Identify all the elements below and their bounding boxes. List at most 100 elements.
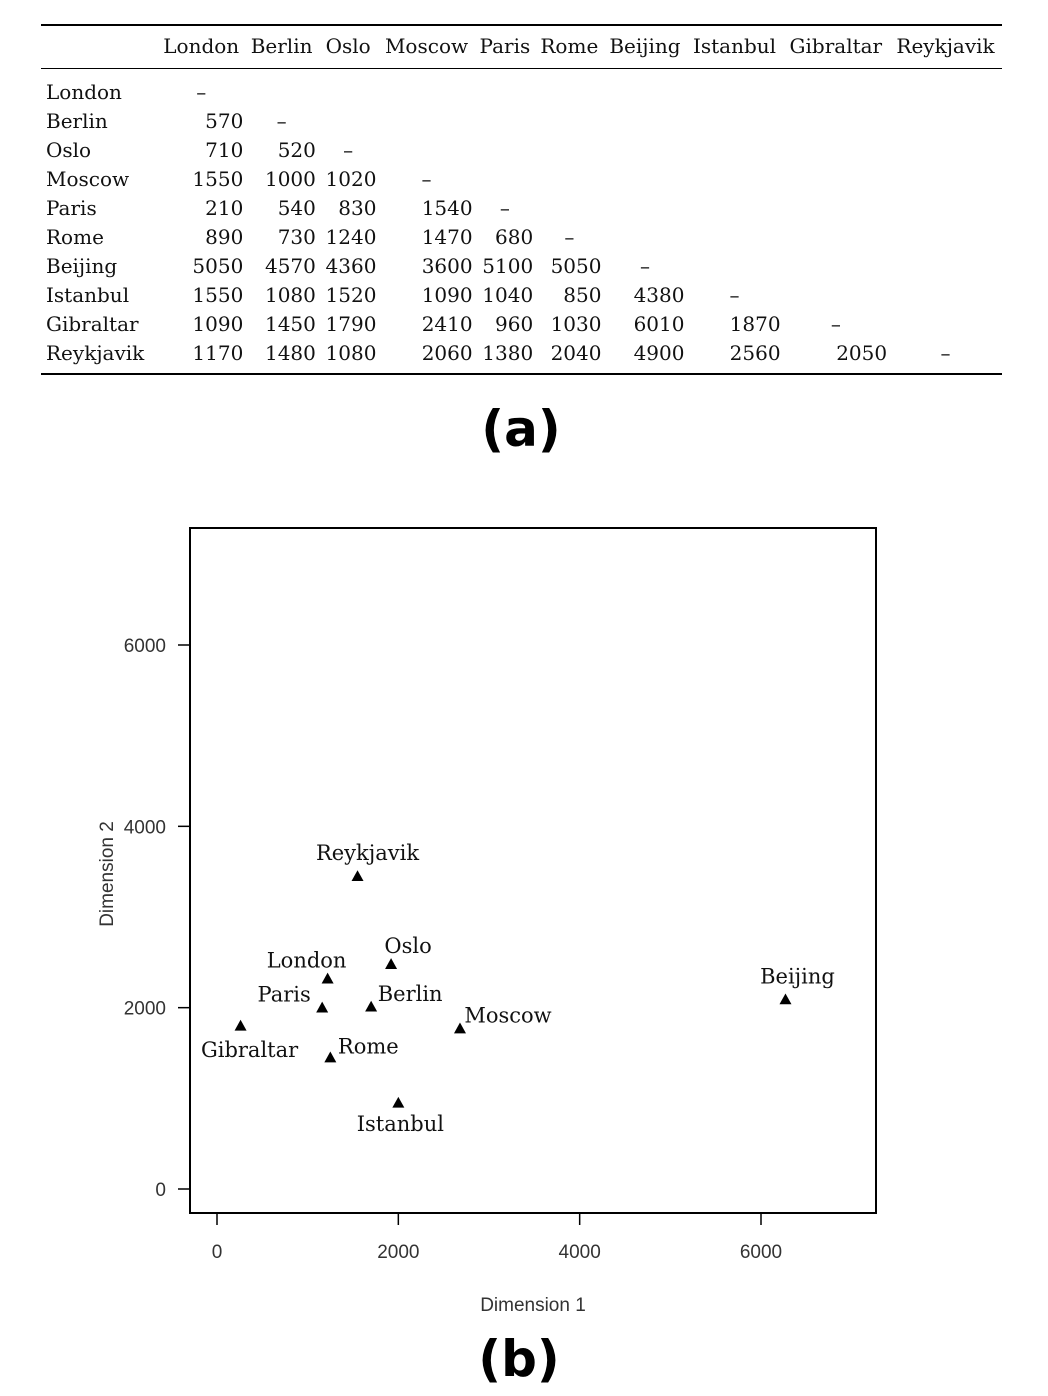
distance-cell: 1550	[192, 282, 244, 307]
data-point-marker	[316, 1001, 329, 1013]
data-point-label: Istanbul	[357, 1112, 445, 1136]
data-point-label: Beijing	[760, 965, 835, 989]
distance-cell: 1090	[192, 311, 244, 336]
empty-cell	[535, 193, 603, 222]
distance-cell: 520	[277, 137, 316, 162]
empty-cell	[889, 164, 1002, 193]
data-point-label: London	[267, 949, 347, 973]
empty-cell	[378, 135, 474, 164]
row-label: Istanbul	[46, 282, 130, 307]
distance-cell: 1020	[325, 166, 377, 191]
empty-cell	[783, 69, 890, 107]
distance-cell: 2060	[421, 340, 473, 365]
empty-cell	[603, 69, 686, 107]
diagonal-cell: –	[343, 137, 354, 162]
distance-cell: 5050	[192, 253, 244, 278]
empty-cell	[889, 106, 1002, 135]
empty-cell	[783, 280, 890, 309]
empty-cell	[783, 251, 890, 280]
distance-cell: 210	[205, 195, 244, 220]
data-point-label: Gibraltar	[201, 1038, 299, 1062]
distance-cell: 1870	[729, 311, 781, 336]
diagonal-cell: –	[639, 253, 650, 278]
x-tick-label: 4000	[559, 1242, 601, 1263]
data-point-marker	[385, 958, 398, 969]
table-row: Paris 210 540 830 1540 –	[41, 193, 1002, 222]
distance-cell: 680	[495, 224, 534, 249]
distance-cell: 4570	[264, 253, 316, 278]
table-row: London –	[41, 69, 1002, 107]
column-header: Paris	[479, 34, 531, 58]
empty-cell	[686, 222, 782, 251]
distance-cell: 890	[205, 224, 244, 249]
distance-cell: 1550	[192, 166, 244, 191]
empty-cell	[686, 106, 782, 135]
empty-cell	[535, 164, 603, 193]
distance-cell: 1480	[264, 340, 316, 365]
empty-cell	[783, 164, 890, 193]
data-point-label: Rome	[338, 1035, 399, 1059]
data-point-label: Reykjavik	[316, 841, 419, 865]
data-point-label: Berlin	[378, 982, 443, 1006]
panel-a-label: (a)	[481, 400, 561, 458]
data-point-label: Paris	[258, 983, 311, 1007]
data-point-marker	[779, 993, 792, 1005]
y-tick-label: 4000	[124, 817, 166, 838]
distance-cell: 540	[277, 195, 316, 220]
empty-cell	[535, 69, 603, 107]
row-label: Beijing	[46, 253, 118, 278]
data-point-marker	[234, 1019, 247, 1031]
distance-cell: 2410	[421, 311, 473, 336]
distance-cell: 1040	[482, 282, 534, 307]
distance-cell: 1380	[482, 340, 534, 365]
empty-cell	[603, 164, 686, 193]
row-label: Moscow	[46, 166, 130, 191]
empty-cell	[889, 280, 1002, 309]
table-row: Berlin 570 –	[41, 106, 1002, 135]
distance-cell: 4900	[633, 340, 685, 365]
distance-cell: 830	[338, 195, 377, 220]
column-header: Berlin	[250, 34, 313, 58]
y-tick-label: 2000	[124, 999, 166, 1020]
distance-cell: 1090	[421, 282, 473, 307]
column-header: London	[163, 34, 240, 58]
table-row: Moscow 1550 1000 1020 –	[41, 164, 1002, 193]
distance-cell: 1080	[264, 282, 316, 307]
distance-cell: 2040	[550, 340, 602, 365]
distance-cell: 730	[277, 224, 316, 249]
empty-cell	[378, 69, 474, 107]
table-header-row: London Berlin Oslo Moscow Paris Rome Beijing Is…	[41, 25, 1002, 69]
empty-cell	[686, 135, 782, 164]
diagonal-cell: –	[830, 311, 841, 336]
empty-cell	[889, 135, 1002, 164]
data-point-label: Moscow	[464, 1004, 551, 1028]
distance-cell: 1790	[325, 311, 377, 336]
distance-cell: 960	[495, 311, 534, 336]
empty-cell	[889, 193, 1002, 222]
row-label: Paris	[46, 195, 97, 220]
distance-cell: 710	[205, 137, 244, 162]
distance-cell: 6010	[633, 311, 685, 336]
distance-cell: 1170	[192, 340, 244, 365]
distance-table: London Berlin Oslo Moscow Paris Rome Beijing Is…	[41, 24, 1002, 375]
x-axis-title: Dimension 1	[480, 1295, 586, 1316]
data-point-marker	[321, 972, 334, 984]
empty-cell	[889, 69, 1002, 107]
row-label: Oslo	[46, 137, 92, 162]
column-header: Oslo	[325, 34, 371, 58]
distance-cell: 5100	[482, 253, 534, 278]
empty-cell	[686, 69, 782, 107]
empty-cell	[783, 222, 890, 251]
mds-scatter-plot: 0 2000 4000 6000 0 2000 4000 6000 Dimension 1 Dim…	[97, 527, 877, 1316]
diagonal-cell: –	[729, 282, 740, 307]
distance-cell: 2050	[836, 340, 888, 365]
row-label: Rome	[46, 224, 104, 249]
x-tick-label: 6000	[740, 1242, 782, 1263]
distance-cell: 2560	[729, 340, 781, 365]
empty-cell	[686, 164, 782, 193]
table-row: Istanbul 1550 1080 1520 1090 1040 850 4380 –	[41, 280, 1002, 309]
x-tick-label: 2000	[377, 1242, 419, 1263]
distance-cell: 1030	[550, 311, 602, 336]
empty-cell	[535, 135, 603, 164]
table-row: Reykjavik 1170 1480 1080 2060 1380 2040 4900 256…	[41, 338, 1002, 374]
